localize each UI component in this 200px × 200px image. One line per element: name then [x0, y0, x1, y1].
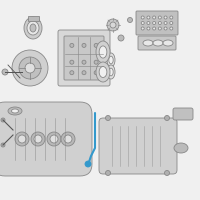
Ellipse shape — [109, 68, 113, 76]
FancyBboxPatch shape — [0, 102, 92, 176]
Circle shape — [47, 132, 61, 146]
Ellipse shape — [109, 56, 113, 64]
Ellipse shape — [12, 109, 18, 113]
Circle shape — [153, 16, 156, 19]
Circle shape — [82, 71, 86, 75]
Circle shape — [12, 50, 48, 86]
Ellipse shape — [30, 24, 36, 32]
Ellipse shape — [27, 21, 39, 35]
Circle shape — [147, 21, 150, 24]
FancyBboxPatch shape — [136, 11, 178, 35]
Circle shape — [82, 43, 86, 47]
Circle shape — [94, 60, 98, 64]
Ellipse shape — [96, 62, 110, 82]
Ellipse shape — [99, 66, 107, 77]
Circle shape — [1, 143, 5, 147]
Circle shape — [94, 71, 98, 75]
Circle shape — [147, 27, 150, 30]
Circle shape — [64, 135, 72, 143]
Ellipse shape — [59, 67, 69, 73]
Ellipse shape — [107, 53, 115, 67]
Circle shape — [106, 170, 110, 176]
Circle shape — [164, 170, 170, 176]
Circle shape — [164, 21, 167, 24]
Ellipse shape — [153, 40, 163, 46]
Circle shape — [94, 43, 98, 47]
Circle shape — [164, 27, 167, 30]
Circle shape — [85, 161, 91, 167]
Circle shape — [141, 16, 144, 19]
Circle shape — [70, 71, 74, 75]
Circle shape — [61, 132, 75, 146]
Ellipse shape — [143, 40, 153, 46]
Ellipse shape — [8, 107, 22, 115]
Circle shape — [107, 19, 119, 31]
Ellipse shape — [99, 46, 107, 58]
Circle shape — [106, 116, 110, 120]
FancyBboxPatch shape — [99, 118, 177, 174]
Circle shape — [153, 27, 156, 30]
Ellipse shape — [24, 17, 42, 39]
Ellipse shape — [107, 65, 115, 79]
Circle shape — [141, 21, 144, 24]
Circle shape — [170, 16, 173, 19]
Circle shape — [82, 60, 86, 64]
Circle shape — [147, 16, 150, 19]
Ellipse shape — [163, 40, 173, 46]
Circle shape — [70, 43, 74, 47]
Circle shape — [158, 27, 161, 30]
Ellipse shape — [96, 41, 110, 63]
FancyBboxPatch shape — [58, 30, 110, 86]
Ellipse shape — [174, 143, 188, 153]
Circle shape — [158, 21, 161, 24]
Circle shape — [118, 35, 124, 41]
Bar — [28, 16, 39, 21]
FancyBboxPatch shape — [173, 108, 193, 120]
FancyBboxPatch shape — [64, 36, 104, 80]
Circle shape — [158, 16, 161, 19]
Circle shape — [25, 63, 35, 73]
Circle shape — [19, 57, 41, 79]
Ellipse shape — [5, 126, 29, 152]
Circle shape — [31, 132, 45, 146]
Circle shape — [153, 21, 156, 24]
Circle shape — [164, 16, 167, 19]
Circle shape — [50, 135, 58, 143]
Circle shape — [164, 116, 170, 120]
Ellipse shape — [56, 126, 80, 152]
Circle shape — [2, 69, 8, 75]
Circle shape — [15, 132, 29, 146]
Circle shape — [128, 18, 132, 22]
Circle shape — [18, 135, 26, 143]
Circle shape — [34, 135, 42, 143]
Circle shape — [1, 118, 5, 122]
Circle shape — [110, 22, 116, 28]
Bar — [17, 126, 68, 152]
FancyBboxPatch shape — [138, 36, 176, 50]
Circle shape — [170, 27, 173, 30]
Circle shape — [70, 60, 74, 64]
Circle shape — [141, 27, 144, 30]
Circle shape — [170, 21, 173, 24]
